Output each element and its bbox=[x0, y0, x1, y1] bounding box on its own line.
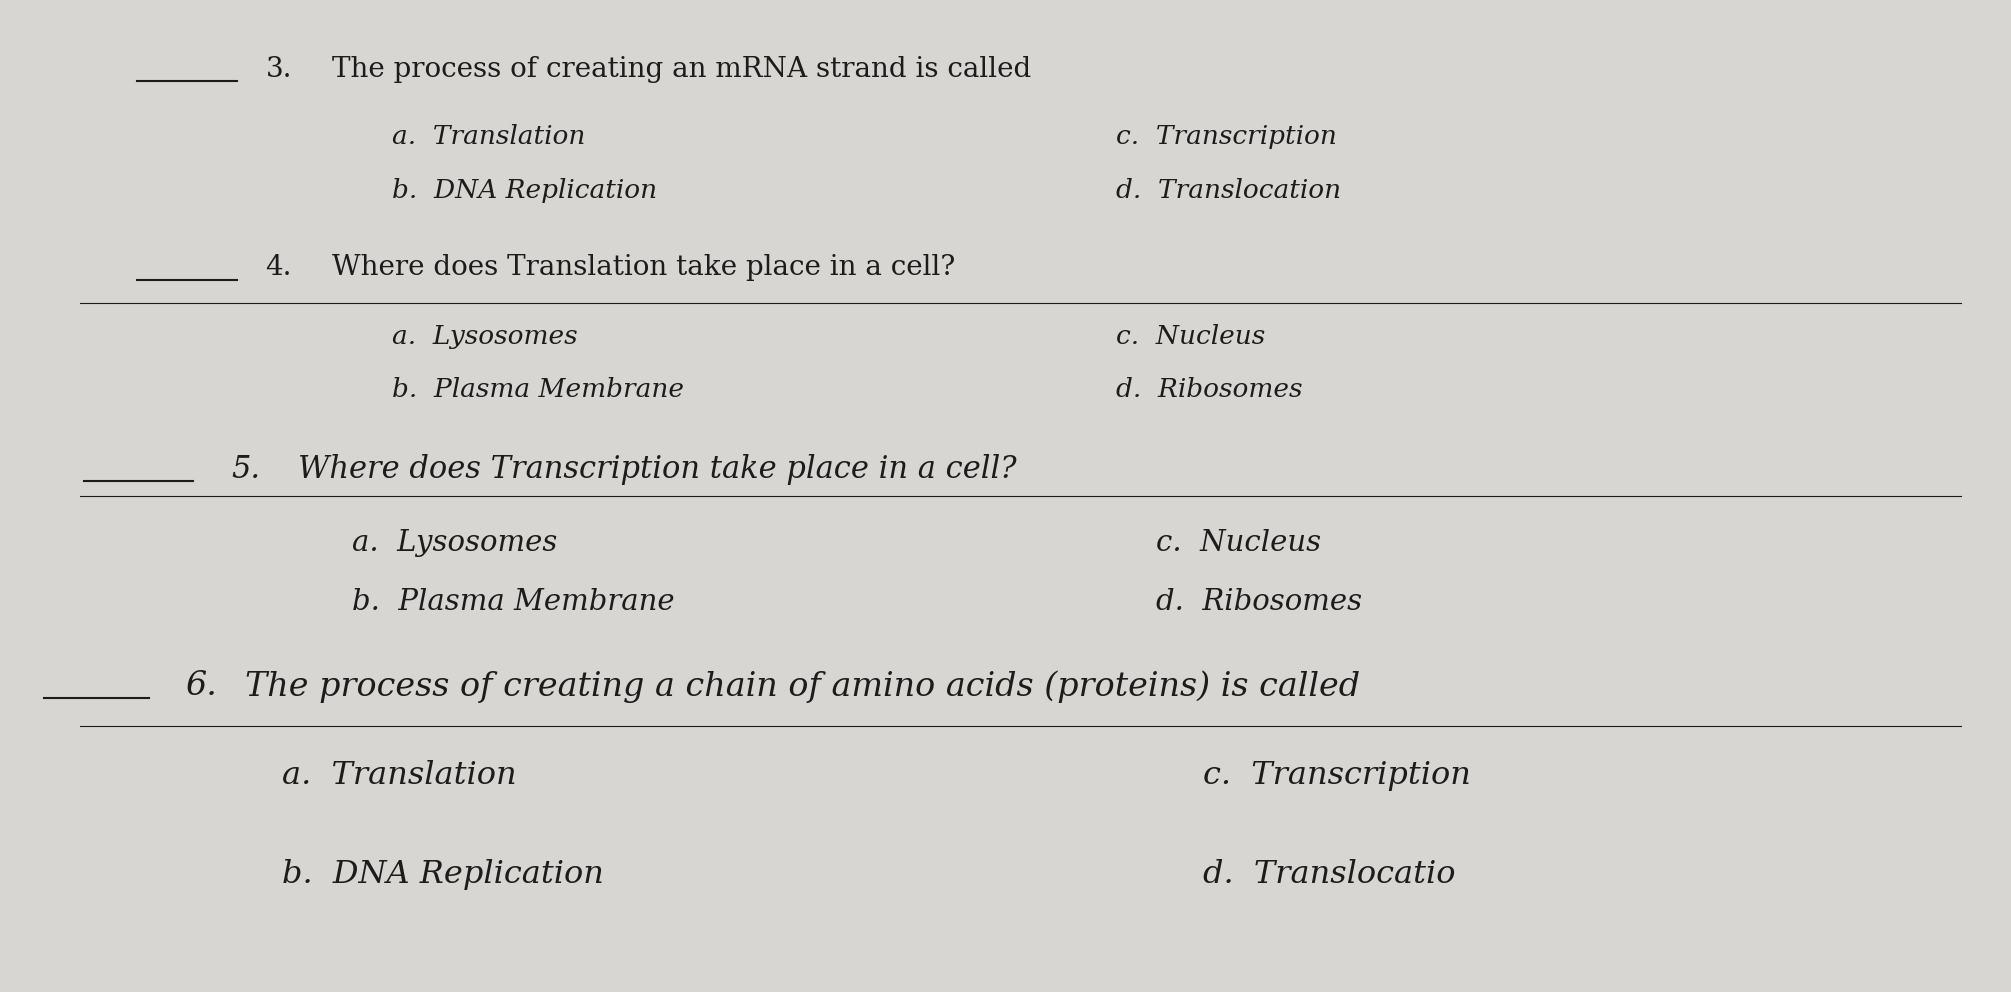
Text: Where does Transcription take place in a cell?: Where does Transcription take place in a… bbox=[298, 453, 1016, 485]
Text: The process of creating an mRNA strand is called: The process of creating an mRNA strand i… bbox=[332, 56, 1032, 83]
Text: The process of creating a chain of amino acids (proteins) is called: The process of creating a chain of amino… bbox=[245, 671, 1361, 702]
Text: c.  Nucleus: c. Nucleus bbox=[1116, 323, 1265, 349]
Text: b.  Plasma Membrane: b. Plasma Membrane bbox=[392, 377, 684, 403]
Text: a.  Translation: a. Translation bbox=[282, 760, 517, 792]
Text: a.  Lysosomes: a. Lysosomes bbox=[392, 323, 577, 349]
Text: 4.: 4. bbox=[265, 254, 292, 282]
Text: b.  Plasma Membrane: b. Plasma Membrane bbox=[352, 588, 674, 616]
Text: d.  Ribosomes: d. Ribosomes bbox=[1116, 377, 1303, 403]
Text: 5.: 5. bbox=[231, 453, 259, 485]
Text: c.  Nucleus: c. Nucleus bbox=[1156, 529, 1321, 557]
Text: d.  Translocatio: d. Translocatio bbox=[1203, 859, 1456, 891]
Text: d.  Ribosomes: d. Ribosomes bbox=[1156, 588, 1361, 616]
Text: b.  DNA Replication: b. DNA Replication bbox=[282, 859, 603, 891]
Text: Where does Translation take place in a cell?: Where does Translation take place in a c… bbox=[332, 254, 955, 282]
Text: b.  DNA Replication: b. DNA Replication bbox=[392, 178, 658, 203]
Text: 6.: 6. bbox=[185, 671, 217, 702]
Text: c.  Transcription: c. Transcription bbox=[1116, 124, 1337, 150]
Text: 3.: 3. bbox=[265, 56, 292, 83]
Text: a.  Lysosomes: a. Lysosomes bbox=[352, 529, 557, 557]
Text: c.  Transcription: c. Transcription bbox=[1203, 760, 1470, 792]
Text: a.  Translation: a. Translation bbox=[392, 124, 585, 150]
Text: d.  Translocation: d. Translocation bbox=[1116, 178, 1341, 203]
